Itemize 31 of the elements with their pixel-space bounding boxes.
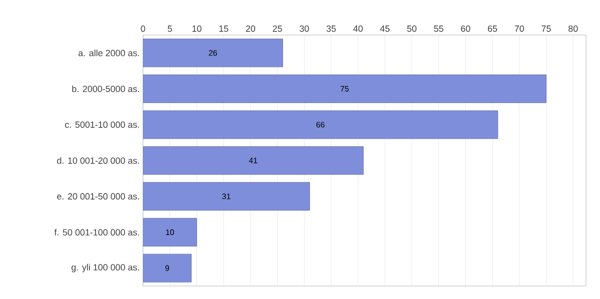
bar	[143, 110, 498, 139]
y-tick-label: f. 50 001-100 000 as.	[54, 228, 139, 236]
x-tick-label: 40	[353, 25, 363, 32]
y-tick-label: d. 10 001-20 000 as.	[57, 157, 139, 164]
x-tick-label: 35	[326, 25, 336, 32]
x-tick-label: 25	[272, 25, 282, 32]
x-tick-label: 10	[192, 25, 202, 32]
x-tick-label: 75	[542, 26, 551, 32]
bar	[143, 254, 192, 282]
x-tick-label: 0	[140, 25, 146, 32]
y-tick-label: c. 5001-10 000 as.	[65, 121, 139, 128]
x-tick-label: 65	[488, 25, 498, 32]
y-tick-label: a. alle 2000 as.	[78, 50, 139, 56]
x-tick-label: 50	[407, 25, 416, 32]
y-tick-label: e. 20 001-50 000 as.	[57, 193, 139, 200]
x-tick-label: 15	[219, 26, 228, 32]
bar	[143, 182, 310, 211]
y-tick-label: b. 2000-5000 as.	[72, 85, 139, 92]
x-tick-label: 30	[300, 25, 309, 32]
x-tick-label: 80	[568, 25, 578, 32]
x-tick-label: 55	[434, 26, 444, 32]
x-tick-label: 60	[461, 25, 470, 32]
x-tick-label: 70	[514, 25, 524, 32]
x-tick-label: 45	[380, 26, 390, 32]
bar	[143, 218, 197, 246]
bar	[143, 38, 283, 68]
bar	[143, 74, 546, 103]
x-tick-label: 5	[168, 26, 172, 32]
bar	[143, 146, 364, 175]
y-tick-label: g. yli 100 000 as.	[72, 264, 139, 272]
x-tick-label: 20	[246, 25, 256, 32]
